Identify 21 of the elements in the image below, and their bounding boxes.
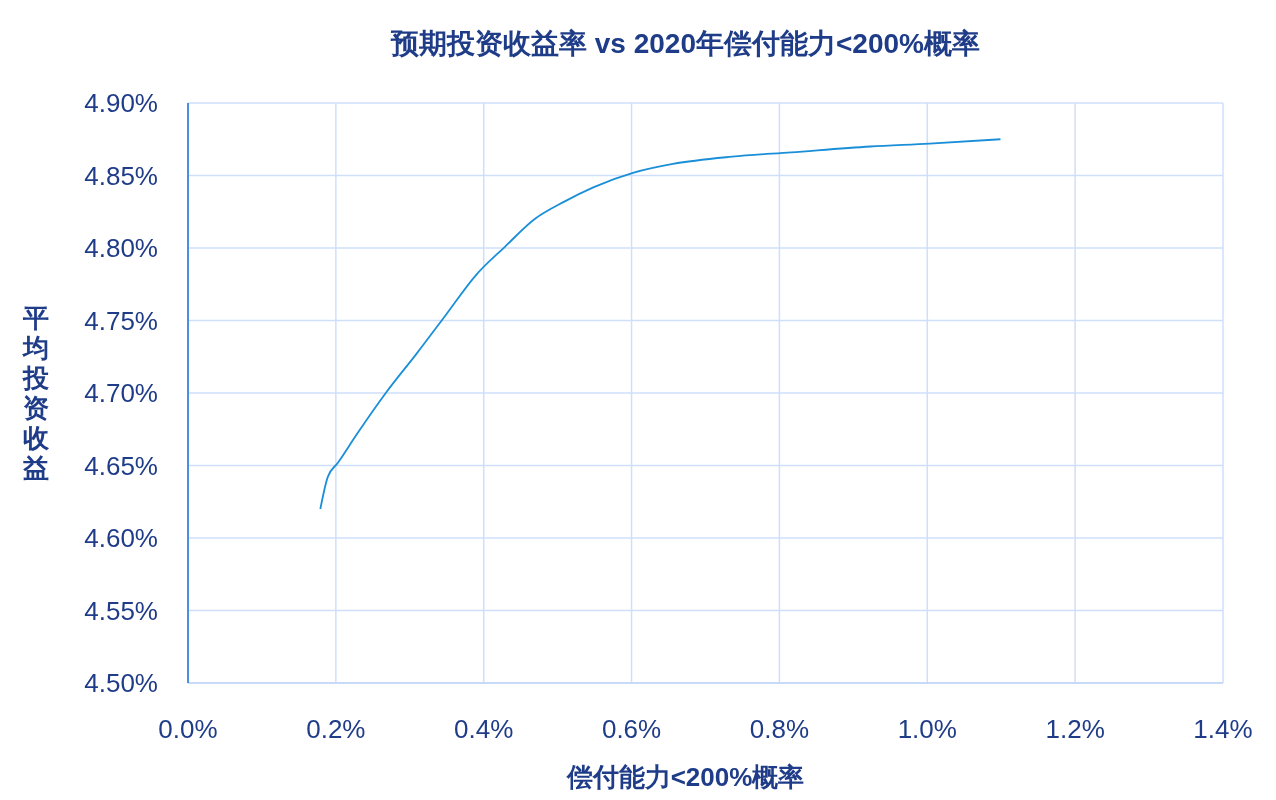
x-tick-label: 0.0% [158,714,218,744]
y-tick-label: 4.65% [84,450,158,481]
x-tick-label: 1.2% [1045,714,1105,744]
x-tick-label: 0.6% [601,714,662,744]
y-tick-label: 4.90% [84,88,158,119]
chart-title: 预期投资收益率 vs 2020年偿付能力<200%概率 [390,28,980,59]
x-tick-label: 0.2% [306,714,366,744]
y-axis-title: 平均投资收益 [21,303,50,484]
y-tick-label: 4.50% [84,668,158,699]
x-tick-label: 0.4% [454,714,514,744]
x-tick-label: 0.8% [749,714,810,744]
y-tick-label: 4.85% [84,160,158,191]
y-tick-label: 4.55% [84,595,158,626]
y-tick-label: 4.80% [84,233,158,264]
y-tick-label: 4.75% [84,305,158,336]
x-tick-label: 1.0% [897,714,957,744]
x-tick-label: 1.4% [1193,714,1253,744]
y-tick-label: 4.60% [84,523,158,554]
line-series [319,138,1002,510]
y-tick-label: 4.70% [84,378,158,409]
x-axis-title: 偿付能力<200%概率 [565,762,805,792]
